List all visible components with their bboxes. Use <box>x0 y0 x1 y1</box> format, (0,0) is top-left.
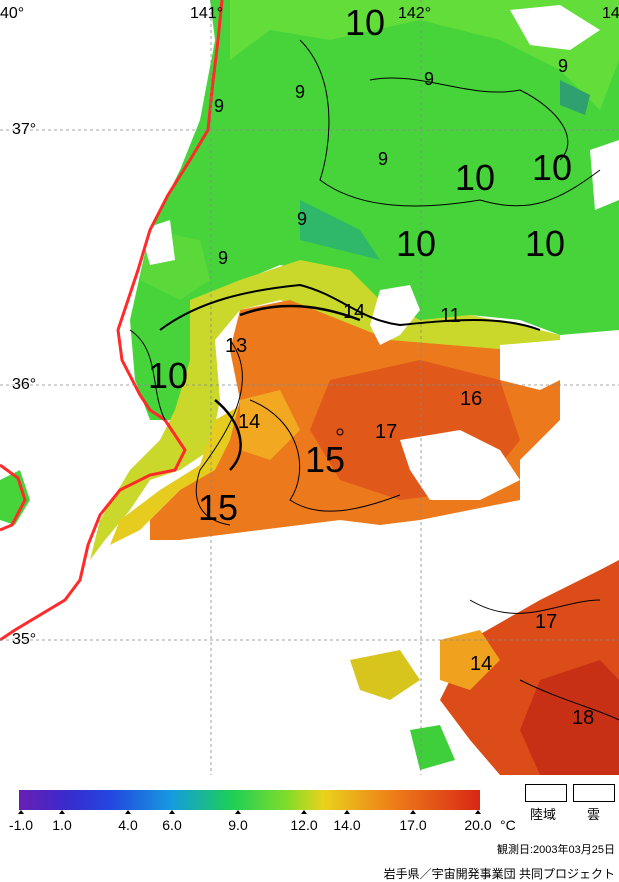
cold-water-region <box>130 0 619 420</box>
scale-tick-label: 1.0 <box>52 817 72 833</box>
temperature-color-scale <box>19 790 480 810</box>
scale-tick <box>235 810 241 814</box>
scale-tick <box>59 810 65 814</box>
longitude-label: 14 <box>602 5 619 22</box>
longitude-label: 142° <box>398 5 431 22</box>
contour-label: 11 <box>440 305 461 327</box>
scale-tick-label: 20.0 <box>464 817 492 833</box>
scale-tick <box>169 810 175 814</box>
contour-label: 10 <box>525 223 565 264</box>
scale-tick <box>18 810 24 814</box>
contour-label: 14 <box>470 653 492 675</box>
frontal-zone <box>90 260 560 560</box>
latitude-label: 37° <box>12 121 36 138</box>
scale-tick-label: 12.0 <box>290 817 318 833</box>
observation-date: 観測日:2003年03月25日 <box>497 844 615 856</box>
cloud-label: 雲 <box>587 807 601 822</box>
contour-labels: 10 9 9 9 9 9 9 10 10 10 10 9 14 11 13 10… <box>148 2 594 729</box>
contour-label: 14 <box>343 301 365 323</box>
contour-label: 15 <box>305 439 345 480</box>
latitude-label: 35° <box>12 631 36 648</box>
contour-label: 13 <box>225 335 247 357</box>
longitude-label: 40° <box>0 5 24 22</box>
contour-label: 9 <box>297 209 307 229</box>
contour-label: 10 <box>532 147 572 188</box>
contour-label: 14 <box>238 411 260 433</box>
latitude-label: 36° <box>12 376 36 393</box>
graticule <box>0 0 619 775</box>
coastline <box>0 0 224 642</box>
scale-tick <box>301 810 307 814</box>
contour-label: 9 <box>218 248 228 268</box>
contour-label: 10 <box>396 223 436 264</box>
isotherm-contours <box>129 39 619 721</box>
contour-label: 9 <box>378 149 388 169</box>
scale-tick-label: 4.0 <box>118 817 138 833</box>
scale-tick-label: 14.0 <box>333 817 361 833</box>
contour-label: 15 <box>198 487 238 528</box>
contour-label: 9 <box>295 82 305 102</box>
contour-label: 17 <box>375 421 397 443</box>
contour-label: 18 <box>572 707 594 729</box>
contour-label: 10 <box>455 157 495 198</box>
land-label: 陸域 <box>530 807 557 822</box>
scale-tick <box>410 810 416 814</box>
land-swatch <box>525 784 567 802</box>
scale-tick-label: 6.0 <box>162 817 182 833</box>
contour-label: 9 <box>214 96 224 116</box>
credit-text: 岩手県／宇宙開発事業団 共同プロジェクト <box>383 867 615 881</box>
contour-label: 9 <box>424 69 434 89</box>
contour-label: 17 <box>535 611 557 633</box>
contour-label: 9 <box>558 56 568 76</box>
scale-tick <box>125 810 131 814</box>
contour-label: 10 <box>345 2 385 43</box>
scale-tick <box>475 810 481 814</box>
scale-tick-label: 17.0 <box>399 817 427 833</box>
color-legend: -1.0 1.0 4.0 6.0 9.0 12.0 14.0 17.0 20.0… <box>0 775 619 881</box>
unit-label: °C <box>500 817 516 833</box>
scale-tick-label: -1.0 <box>8 817 34 833</box>
scale-tick-label: 9.0 <box>228 817 248 833</box>
cloud-swatch <box>573 784 615 802</box>
contour-label: 10 <box>148 355 188 396</box>
scale-tick <box>344 810 350 814</box>
longitude-label: 141° <box>190 5 223 22</box>
contour-label: 16 <box>460 388 482 410</box>
sea-surface-temperature-map: 40° 141° 142° 14 37° 36° 35° 10 9 9 9 9 … <box>0 0 619 775</box>
